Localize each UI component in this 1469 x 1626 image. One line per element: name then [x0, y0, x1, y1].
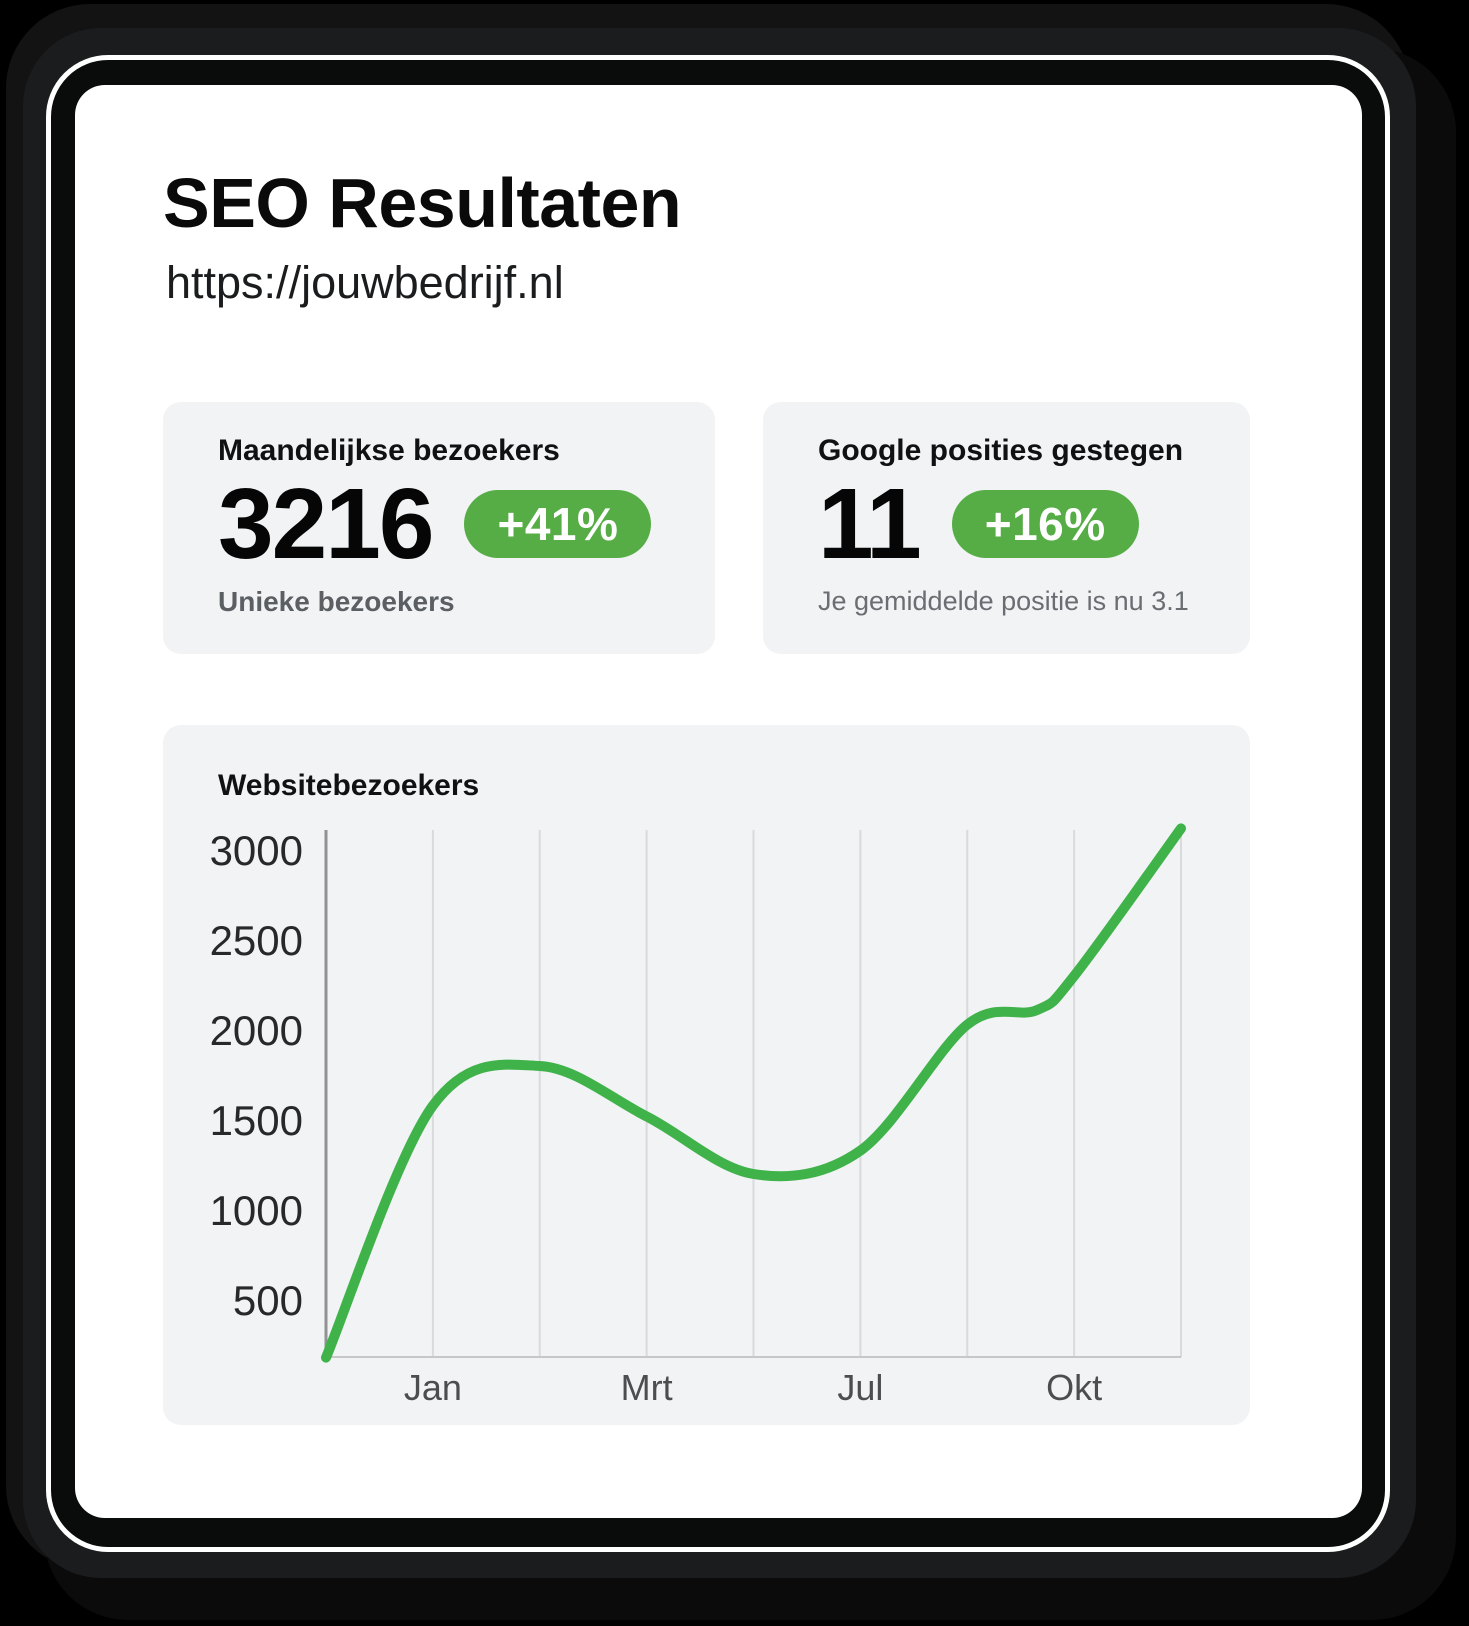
svg-text:2500: 2500	[210, 917, 303, 964]
stat-title: Maandelijkse bezoekers	[218, 434, 560, 467]
site-url: https://jouwbedrijf.nl	[166, 257, 564, 308]
svg-text:Mrt: Mrt	[621, 1367, 673, 1408]
stat-card-google-positions: Google posities gestegen 11 +16% Je gemi…	[763, 402, 1250, 654]
svg-text:Okt: Okt	[1046, 1367, 1102, 1408]
svg-text:Jul: Jul	[837, 1367, 883, 1408]
stat-card-monthly-visitors: Maandelijkse bezoekers 3216 +41% Unieke …	[163, 402, 715, 654]
svg-text:2000: 2000	[210, 1007, 303, 1054]
screen: SEO Resultaten https://jouwbedrijf.nl Ma…	[75, 85, 1362, 1518]
chart-card: Websitebezoekers 3000 2500 2000 1500 1000 500…	[163, 725, 1250, 1425]
stat-value: 3216	[218, 468, 434, 580]
stat-value: 11	[818, 468, 922, 580]
gridlines	[431, 830, 1182, 1357]
x-axis-labels: Jan Mrt Jul Okt	[404, 1367, 1102, 1408]
stat-subtitle: Unieke bezoekers	[218, 586, 455, 617]
svg-text:1000: 1000	[210, 1187, 303, 1234]
svg-text:Jan: Jan	[404, 1367, 462, 1408]
visitors-chart: 3000 2500 2000 1500 1000 500 Jan Mrt Jul Okt	[210, 823, 1186, 1408]
growth-badge: +41%	[464, 490, 652, 558]
page-title: SEO Resultaten	[163, 164, 682, 242]
stat-value-row: 3216 +41%	[218, 468, 652, 580]
stat-value-row: 11 +16%	[818, 472, 1139, 576]
stat-subtitle: Je gemiddelde positie is nu 3.1	[818, 586, 1189, 616]
svg-text:3000: 3000	[210, 827, 303, 874]
svg-text:500: 500	[233, 1277, 303, 1324]
stat-title: Google posities gestegen	[818, 434, 1184, 467]
svg-text:1500: 1500	[210, 1097, 303, 1144]
growth-badge: +16%	[951, 490, 1139, 558]
y-axis-labels: 3000 2500 2000 1500 1000 500	[210, 827, 303, 1324]
visitors-line	[321, 823, 1186, 1363]
chart-title: Websitebezoekers	[218, 769, 480, 802]
